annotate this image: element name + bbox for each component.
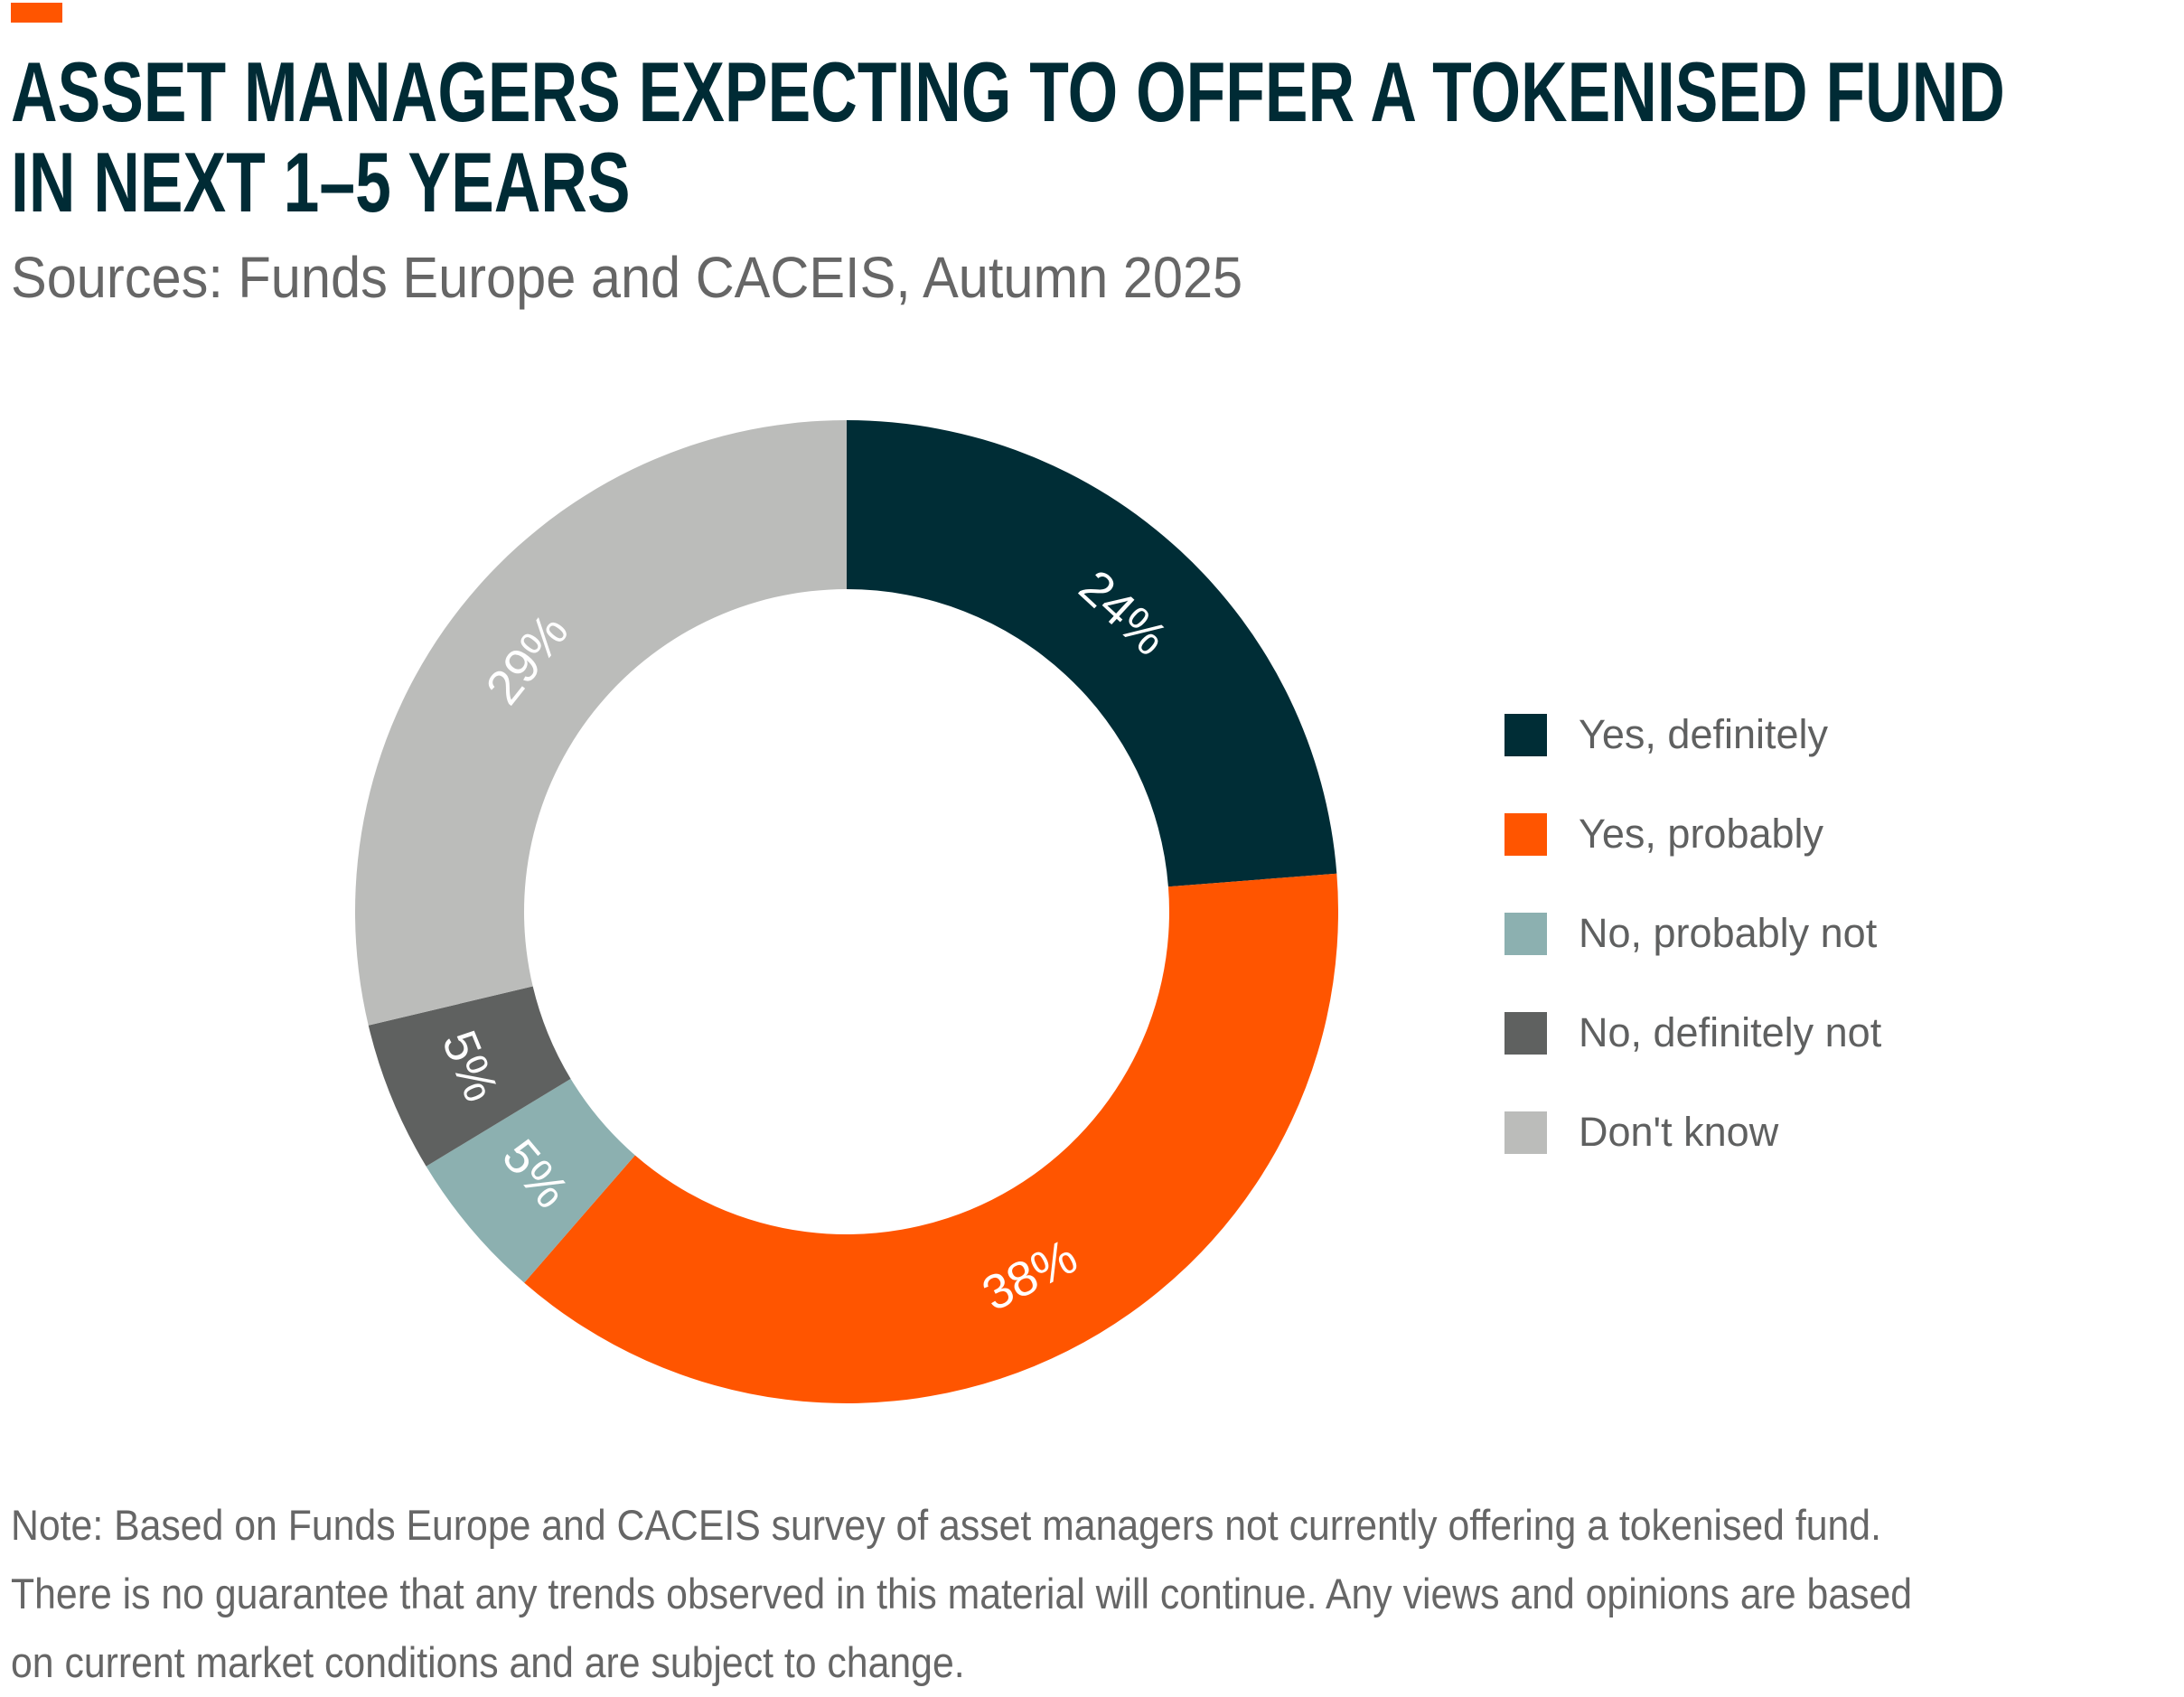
- footnote: Note: Based on Funds Europe and CACEIS s…: [11, 1491, 2149, 1697]
- legend-swatch: [1504, 812, 1547, 856]
- slice-no-probably-not: [426, 1078, 635, 1283]
- chart-title: ASSET MANAGERS EXPECTING TO OFFER A TOKE…: [11, 47, 2005, 228]
- chart-subtitle: Sources: Funds Europe and CACEIS, Autumn…: [11, 245, 1243, 310]
- legend-item: No, probably not: [1504, 884, 1881, 983]
- legend-label: Yes, definitely: [1579, 711, 1829, 757]
- legend-swatch: [1504, 1111, 1547, 1154]
- legend-item: Don't know: [1504, 1083, 1881, 1182]
- slice-yes-definitely: [847, 420, 1337, 887]
- accent-bar: [11, 3, 62, 23]
- slice-yes-probably: [524, 873, 1338, 1403]
- legend-swatch: [1504, 1011, 1547, 1055]
- legend-item: No, definitely not: [1504, 983, 1881, 1083]
- legend: Yes, definitely Yes, probably No, probably…: [1504, 685, 1881, 1182]
- title-line-2: IN NEXT 1–5 YEARS: [11, 135, 631, 230]
- slice-don-t-know: [354, 420, 847, 1026]
- title-line-1: ASSET MANAGERS EXPECTING TO OFFER A TOKE…: [11, 44, 2005, 139]
- note-line-1: Note: Based on Funds Europe and CACEIS s…: [11, 1501, 1881, 1549]
- note-line-3: on current market conditions and are sub…: [11, 1638, 965, 1686]
- legend-label: Don't know: [1579, 1109, 1779, 1155]
- legend-item: Yes, definitely: [1504, 685, 1881, 784]
- legend-label: No, probably not: [1579, 910, 1878, 956]
- legend-swatch: [1504, 912, 1547, 955]
- legend-item: Yes, probably: [1504, 784, 1881, 884]
- legend-swatch: [1504, 713, 1547, 756]
- legend-label: Yes, probably: [1579, 811, 1824, 857]
- slice-no-definitely-not: [368, 986, 571, 1167]
- note-line-2: There is no guarantee that any trends ob…: [11, 1570, 1913, 1617]
- legend-label: No, definitely not: [1579, 1009, 1882, 1055]
